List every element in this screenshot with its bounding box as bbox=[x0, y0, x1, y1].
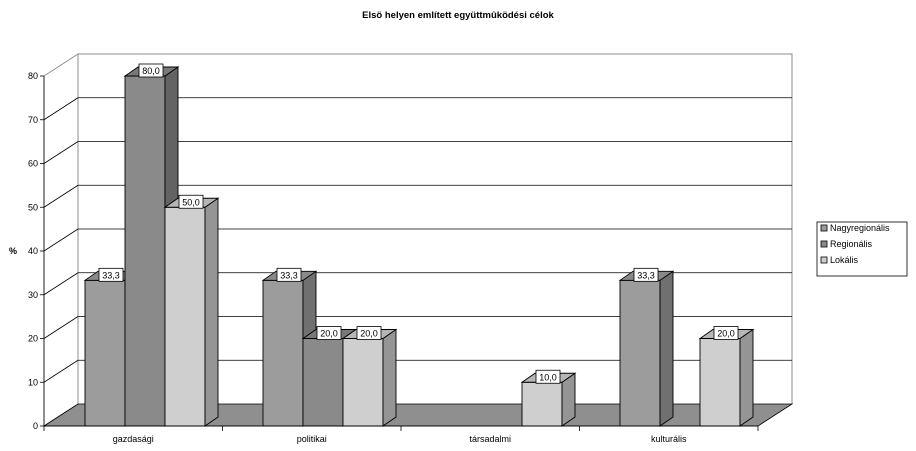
bar bbox=[84, 279, 126, 427]
y-tick-label: 0 bbox=[33, 421, 38, 431]
bar bbox=[164, 206, 206, 427]
bar bbox=[342, 338, 384, 427]
bar-side bbox=[739, 328, 754, 427]
legend: Nagyregionális Regionális Lokális bbox=[816, 221, 908, 277]
y-axis-ticks: 0 10 20 30 40 50 60 70 80 bbox=[28, 71, 45, 431]
y-tick-label: 20 bbox=[28, 334, 38, 344]
bar bbox=[699, 338, 741, 427]
legend-swatch bbox=[820, 240, 828, 248]
data-label: 20,0 bbox=[320, 329, 338, 339]
x-tick-label: politikai bbox=[297, 434, 327, 444]
y-tick-label: 60 bbox=[28, 159, 38, 169]
data-label-box bbox=[633, 267, 659, 282]
bar-side bbox=[659, 270, 674, 427]
data-label-box bbox=[535, 369, 561, 384]
gridline-side bbox=[43, 97, 79, 121]
legend-label: Nagyregionális bbox=[830, 223, 890, 233]
data-labels: 33,3 80,0 50,0 33,3 20,0 20,0 10,0 33,3 20,0 bbox=[98, 63, 739, 384]
x-tick-label: kulturális bbox=[651, 434, 687, 444]
x-tick-label: gazdasági bbox=[113, 434, 154, 444]
bars bbox=[83, 66, 755, 427]
data-label: 50,0 bbox=[182, 197, 200, 207]
gridline-side bbox=[43, 316, 79, 339]
back-wall bbox=[78, 53, 793, 404]
gridline-side bbox=[43, 272, 79, 296]
x-axis: gazdasági politikai társadalmi kulturális bbox=[43, 425, 759, 444]
y-axis-label: % bbox=[9, 246, 17, 256]
chart-title: Elsö helyen említett együttmûködési célo… bbox=[362, 10, 554, 21]
y-tick-label: 70 bbox=[28, 115, 38, 125]
data-label: 10,0 bbox=[539, 372, 557, 382]
legend-box bbox=[816, 221, 908, 277]
x-tick-label: társadalmi bbox=[469, 434, 511, 444]
bar-side bbox=[382, 328, 397, 427]
data-label: 33,3 bbox=[637, 270, 655, 280]
data-label-box bbox=[178, 194, 204, 209]
legend-swatch bbox=[820, 224, 828, 232]
data-label: 80,0 bbox=[142, 66, 160, 76]
y-tick-label: 10 bbox=[28, 377, 38, 387]
legend-label: Lokális bbox=[830, 255, 859, 265]
bar bbox=[302, 338, 344, 427]
data-label-box bbox=[356, 326, 382, 340]
bar bbox=[262, 279, 304, 427]
gridline-side bbox=[43, 141, 79, 164]
data-label-box bbox=[98, 267, 124, 282]
data-label: 20,0 bbox=[717, 329, 735, 339]
gridline-side bbox=[43, 359, 79, 383]
y-tick-label: 50 bbox=[28, 202, 38, 212]
gridline-side bbox=[43, 228, 79, 252]
gridline-side bbox=[43, 184, 79, 208]
data-label-box bbox=[138, 63, 164, 78]
y-tick-label: 80 bbox=[28, 71, 38, 81]
y-tick-label: 40 bbox=[28, 246, 38, 256]
data-label: 20,0 bbox=[360, 329, 378, 339]
data-label-box bbox=[713, 326, 739, 340]
bar bbox=[521, 381, 563, 427]
data-label-box bbox=[276, 267, 302, 282]
bar bbox=[124, 75, 166, 427]
data-label: 33,3 bbox=[102, 270, 120, 280]
data-label-box bbox=[316, 326, 342, 340]
y-tick-label: 30 bbox=[28, 290, 38, 300]
data-label: 33,3 bbox=[280, 270, 298, 280]
legend-label: Regionális bbox=[830, 239, 873, 249]
bar-side bbox=[204, 197, 219, 427]
legend-swatch bbox=[820, 256, 828, 264]
bar bbox=[619, 279, 661, 427]
